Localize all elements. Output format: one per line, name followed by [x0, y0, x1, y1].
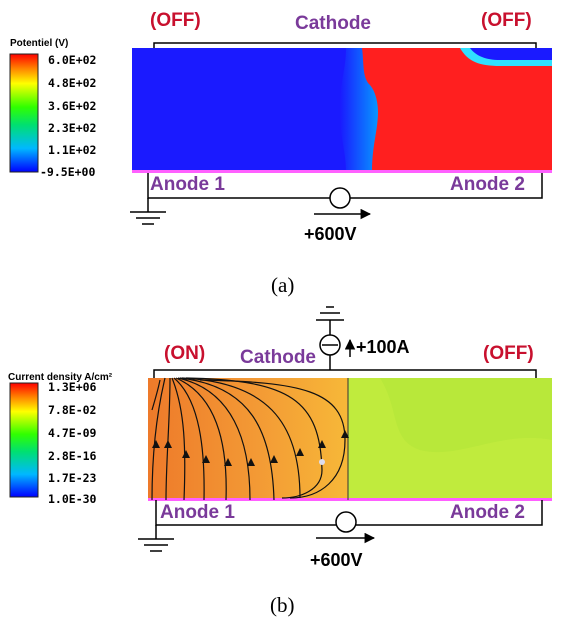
legend-tick-b-2: 4.7E-09	[48, 426, 97, 440]
caption-a: (a)	[271, 273, 295, 297]
legend-tick-a-2: 3.6E+02	[48, 99, 97, 113]
current-field-b	[148, 377, 552, 501]
voltage-source-a	[314, 187, 372, 220]
label-off-right-a: (OFF)	[481, 10, 532, 31]
label-anode1-b: Anode 1	[160, 502, 235, 523]
legend-tick-b-0: 1.3E+06	[48, 380, 97, 394]
voltage-source-b	[316, 511, 376, 544]
legend-tick-b-1: 7.8E-02	[48, 403, 97, 417]
legend-title-a: Potentiel (V)	[10, 38, 69, 49]
panel-b	[9, 306, 552, 552]
label-anode2-b: Anode 2	[450, 502, 525, 523]
label-voltage-a: +600V	[304, 224, 357, 244]
colorbar-a	[9, 53, 39, 173]
legend-tick-a-4: 1.1E+02	[48, 143, 97, 157]
legend-tick-b-5: 1.0E-30	[48, 492, 97, 506]
label-current-b: +100A	[356, 337, 410, 357]
legend-tick-a-3: 2.3E+02	[48, 121, 97, 135]
label-anode2-a: Anode 2	[450, 174, 525, 195]
label-off-right-b: (OFF)	[483, 343, 534, 364]
legend-tick-a-0: 6.0E+02	[48, 53, 97, 67]
potential-field-a	[132, 48, 552, 173]
legend-tick-a-5: -9.5E+00	[40, 165, 96, 179]
current-source-b	[316, 306, 356, 370]
label-anode1-a: Anode 1	[150, 174, 225, 195]
panel-a	[9, 42, 552, 225]
legend-title-b: Current density A/cm²	[8, 372, 113, 383]
label-on-left-b: (ON)	[164, 343, 206, 364]
cathode-wire-b	[153, 369, 537, 380]
label-off-left-a: (OFF)	[150, 10, 201, 31]
label-cathode-b: Cathode	[240, 347, 316, 368]
legend-tick-b-4: 1.7E-23	[48, 471, 97, 485]
ground-symbol-b	[138, 525, 174, 552]
label-voltage-b: +600V	[310, 550, 363, 570]
legend-tick-b-3: 2.8E-16	[48, 449, 97, 463]
label-cathode-a: Cathode	[295, 13, 371, 34]
ground-symbol-a	[130, 198, 166, 225]
legend-tick-a-1: 4.8E+02	[48, 76, 97, 90]
caption-b: (b)	[270, 593, 295, 617]
colorbar-b	[9, 382, 39, 498]
